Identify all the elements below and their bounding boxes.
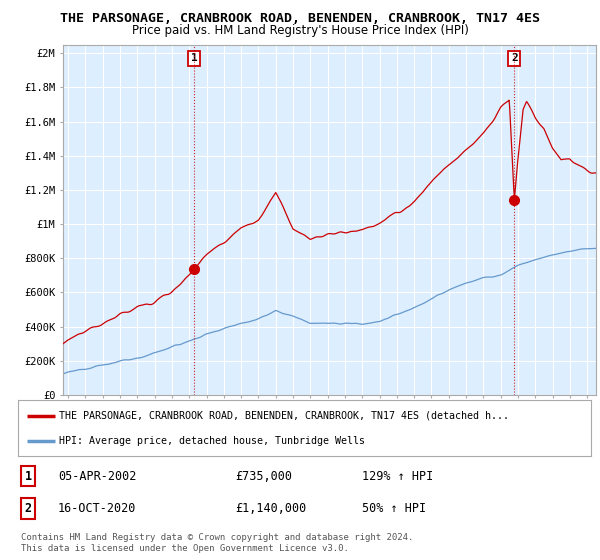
Text: Contains HM Land Registry data © Crown copyright and database right 2024.
This d: Contains HM Land Registry data © Crown c… bbox=[21, 533, 413, 553]
Text: THE PARSONAGE, CRANBROOK ROAD, BENENDEN, CRANBROOK, TN17 4ES: THE PARSONAGE, CRANBROOK ROAD, BENENDEN,… bbox=[60, 12, 540, 25]
Text: Price paid vs. HM Land Registry's House Price Index (HPI): Price paid vs. HM Land Registry's House … bbox=[131, 24, 469, 36]
Text: HPI: Average price, detached house, Tunbridge Wells: HPI: Average price, detached house, Tunb… bbox=[59, 436, 365, 446]
Text: 16-OCT-2020: 16-OCT-2020 bbox=[58, 502, 136, 515]
Text: 1: 1 bbox=[25, 470, 32, 483]
Text: 05-APR-2002: 05-APR-2002 bbox=[58, 470, 136, 483]
Text: 2: 2 bbox=[25, 502, 32, 515]
Text: £735,000: £735,000 bbox=[236, 470, 293, 483]
Text: 50% ↑ HPI: 50% ↑ HPI bbox=[362, 502, 426, 515]
Text: 2: 2 bbox=[511, 53, 518, 63]
Text: £1,140,000: £1,140,000 bbox=[236, 502, 307, 515]
Text: THE PARSONAGE, CRANBROOK ROAD, BENENDEN, CRANBROOK, TN17 4ES (detached h...: THE PARSONAGE, CRANBROOK ROAD, BENENDEN,… bbox=[59, 410, 509, 421]
Text: 1: 1 bbox=[191, 53, 197, 63]
Text: 129% ↑ HPI: 129% ↑ HPI bbox=[362, 470, 433, 483]
